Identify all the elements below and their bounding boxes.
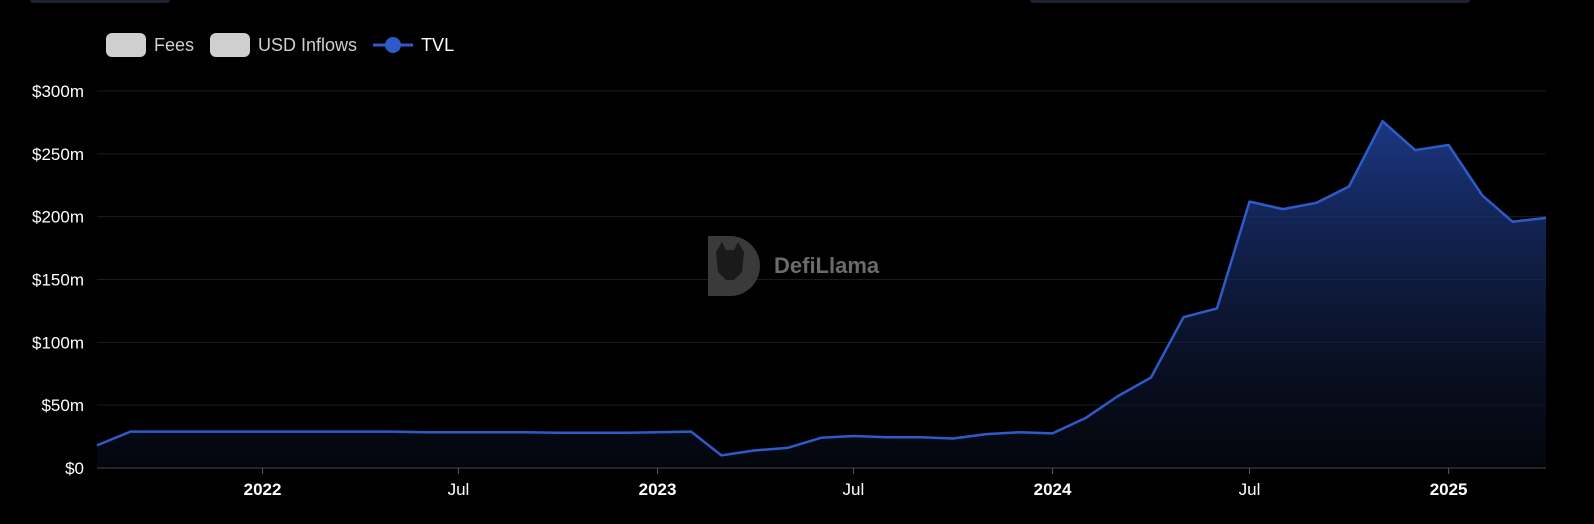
tvl-data-point[interactable]: [1146, 373, 1156, 383]
chart-legend: Fees USD Inflows TVL: [106, 33, 454, 57]
legend-item-fees[interactable]: Fees: [106, 33, 194, 57]
tvl-data-point[interactable]: [816, 433, 826, 443]
tvl-data-point[interactable]: [487, 427, 497, 437]
tvl-data-point[interactable]: [948, 433, 958, 443]
x-tick-label: Jul: [448, 480, 470, 499]
tvl-data-point[interactable]: [848, 431, 858, 441]
usd-inflows-swatch-icon: [210, 33, 251, 57]
tvl-data-point[interactable]: [387, 427, 397, 437]
tvl-data-point[interactable]: [653, 427, 663, 437]
tvl-data-point[interactable]: [453, 427, 463, 437]
tvl-area: [97, 121, 1546, 468]
tvl-data-point[interactable]: [1278, 204, 1288, 214]
tvl-data-point[interactable]: [192, 427, 202, 437]
tvl-data-point[interactable]: [587, 428, 597, 438]
tvl-data-point[interactable]: [355, 427, 365, 437]
tvl-data-point[interactable]: [1081, 413, 1091, 423]
tvl-data-point[interactable]: [982, 429, 992, 439]
fees-swatch-icon: [106, 33, 146, 57]
tvl-data-point[interactable]: [224, 427, 234, 437]
top-control-right: [1030, 0, 1470, 3]
x-tick-label: Jul: [1239, 480, 1261, 499]
tvl-data-point[interactable]: [258, 427, 268, 437]
tvl-data-point[interactable]: [1112, 391, 1122, 401]
legend-item-tvl[interactable]: TVL: [373, 33, 454, 57]
y-tick-label: $50m: [41, 396, 84, 415]
tvl-data-point[interactable]: [1014, 427, 1024, 437]
y-tick-label: $100m: [32, 333, 84, 352]
watermark-text: DefiLlama: [774, 253, 880, 278]
x-tick-label: 2023: [639, 480, 677, 499]
tvl-data-point[interactable]: [1212, 303, 1222, 313]
llama-logo-icon: [708, 236, 760, 296]
tvl-data-point[interactable]: [1312, 198, 1322, 208]
top-control-left: [30, 0, 170, 3]
x-tick-label: 2024: [1034, 480, 1072, 499]
legend-label-usd-inflows: USD Inflows: [258, 34, 358, 55]
y-axis: $0 $50m $100m $150m $200m $250m $300m: [32, 82, 84, 478]
tvl-data-point[interactable]: [750, 445, 760, 455]
tvl-line: [96, 119, 1547, 457]
y-tick-label: $300m: [32, 82, 84, 101]
x-tick-label: Jul: [843, 480, 865, 499]
tvl-data-point[interactable]: [158, 427, 168, 437]
tvl-data-point[interactable]: [1477, 190, 1487, 200]
legend-label-tvl: TVL: [421, 34, 455, 55]
y-tick-label: $200m: [32, 208, 84, 227]
tvl-data-point[interactable]: [1048, 428, 1058, 438]
tvl-data-point[interactable]: [619, 428, 629, 438]
tvl-data-point[interactable]: [686, 427, 696, 437]
tvl-data-point[interactable]: [716, 450, 726, 460]
tvl-data-point[interactable]: [882, 432, 892, 442]
legend-item-usd-inflows[interactable]: USD Inflows: [210, 33, 357, 57]
tvl-data-point[interactable]: [1244, 197, 1254, 207]
tvl-data-point[interactable]: [553, 428, 563, 438]
tvl-data-point[interactable]: [1344, 182, 1354, 192]
tvl-data-point[interactable]: [1541, 213, 1551, 223]
tvl-data-point[interactable]: [321, 427, 331, 437]
tvl-data-point[interactable]: [1178, 312, 1188, 322]
tvl-data-point[interactable]: [126, 427, 136, 437]
y-tick-label: $0: [65, 459, 84, 478]
x-axis: 2022 Jul 2023 Jul 2024 Jul 2025: [244, 468, 1468, 499]
legend-label-fees: Fees: [154, 34, 195, 55]
tvl-data-point[interactable]: [916, 432, 926, 442]
tvl-data-point[interactable]: [92, 440, 102, 450]
tvl-data-point[interactable]: [291, 427, 301, 437]
tvl-line-swatch-icon: [373, 37, 414, 53]
x-tick-label: 2022: [244, 480, 282, 499]
tvl-data-point[interactable]: [782, 443, 792, 453]
x-tick-label: 2025: [1430, 480, 1468, 499]
tvl-data-point[interactable]: [1378, 116, 1388, 126]
watermark: DefiLlama: [708, 236, 880, 296]
tvl-data-point[interactable]: [521, 427, 531, 437]
y-tick-label: $250m: [32, 145, 84, 164]
y-tick-label: $150m: [32, 271, 84, 290]
tvl-data-point[interactable]: [421, 427, 431, 437]
tvl-data-point[interactable]: [1444, 140, 1454, 150]
tvl-data-point[interactable]: [1410, 145, 1420, 155]
tvl-data-point[interactable]: [1507, 217, 1517, 227]
